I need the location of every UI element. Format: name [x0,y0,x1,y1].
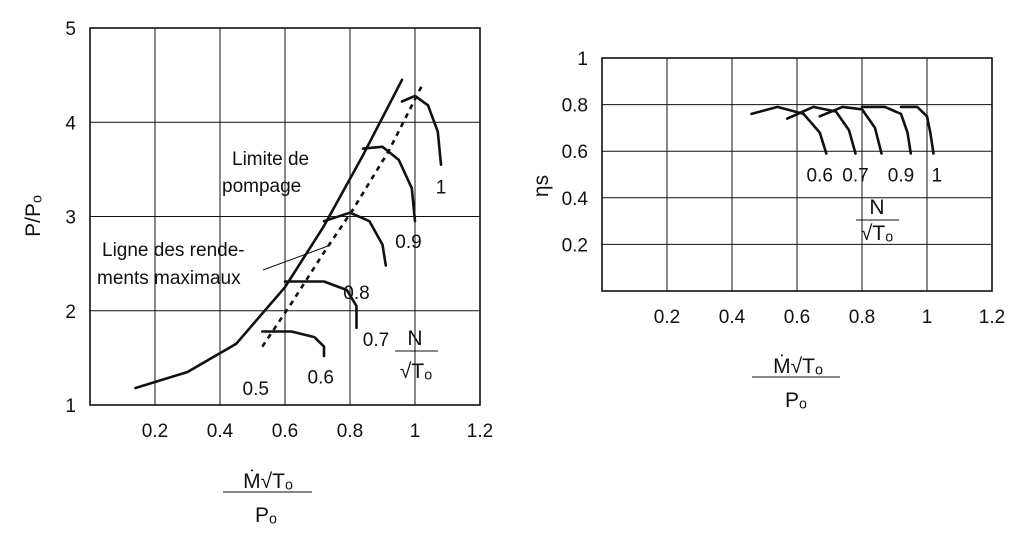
x-tick-label: 0.4 [207,421,234,442]
speed-param-denominator: √Tₒ [400,360,432,383]
curve-label: 1 [436,177,447,198]
x-tick-label: 0.2 [654,307,680,328]
x-tick-label: 0.4 [719,307,746,328]
surge-line [134,78,404,390]
x-tick-label: 0.6 [272,421,298,442]
y-tick-label: 4 [65,113,76,134]
curve-label: 0.5 [243,379,269,400]
speed-line-1 [899,105,935,155]
speed-line-0_9 [860,105,913,155]
grid-lines [602,58,992,291]
speed-lines [134,78,443,390]
y-tick-label: 3 [65,208,76,229]
y-tick-label: 0.6 [562,142,588,163]
max-efficiency-line [261,85,423,348]
x-tick-label: 1.2 [979,307,1005,328]
x-tick-label: 0.8 [849,307,875,328]
speed-line-0_7 [322,211,388,267]
speed-line-0_9 [400,94,443,166]
speed-line-0_5 [261,330,326,358]
speed-line-0_6 [283,280,358,329]
annotation-max-eff-line-1: Ligne des rende- [102,240,245,261]
speed-line-0_6 [750,105,828,155]
speed-line-0_7 [786,105,857,155]
speed-line-0_8 [361,145,417,223]
speed-param-numerator: N [407,327,422,350]
tick-labels: 0.2 0.4 0.6 0.8 1 1.2 1 2 3 4 5 [65,19,493,442]
y-tick-label: 5 [65,19,76,40]
curve-label: 1 [931,166,942,187]
tick-labels: 0.2 0.4 0.6 0.8 1 1.2 0.2 0.4 0.6 0.8 1 [562,49,1006,328]
efficiency-chart: 0.2 0.4 0.6 0.8 1 1.2 0.2 0.4 0.6 0.8 1 0.6 0.7 0.9 1… [530,49,1005,412]
y-axis-label: ηs [530,175,553,197]
speed-line-0_8 [818,105,883,155]
annotation-max-eff-line-2: ments maximaux [97,268,241,289]
speed-lines [750,105,935,155]
curve-label: 0.9 [888,166,914,187]
y-axis-label: P/Pₒ [22,195,45,237]
plot-frame [601,57,993,292]
x-axis-label-numerator: Ṁ√Tₒ [243,470,293,493]
curve-label: 0.7 [363,330,389,351]
annotation-surge-line-1: Limite de [232,149,309,170]
curve-label: 0.6 [807,166,833,187]
curve-labels: 0.6 0.7 0.9 1 [807,166,943,187]
annotation-surge-line-2: pompage [222,176,301,197]
x-tick-label: 1 [922,307,933,328]
plot-frame [89,27,481,406]
y-tick-label: 0.2 [562,235,588,256]
y-tick-label: 1 [577,49,588,70]
x-tick-label: 0.6 [784,307,810,328]
x-axis-label-numerator: Ṁ√Tₒ [773,355,823,378]
y-tick-label: 0.8 [562,96,588,117]
x-tick-label: 0.8 [337,421,363,442]
x-tick-label: 1 [410,421,421,442]
curve-label: 0.7 [842,166,868,187]
y-tick-label: 0.4 [562,189,589,210]
speed-param-denominator: √Tₒ [861,222,893,245]
curve-label: 0.6 [308,368,334,389]
x-axis-label-denominator: Pₒ [785,389,807,412]
x-tick-label: 1.2 [467,421,493,442]
curve-label: 0.8 [343,283,369,304]
y-tick-label: 2 [65,302,76,323]
curve-labels: 0.5 0.6 0.7 0.8 0.9 1 [243,177,447,400]
curve-label: 0.9 [395,232,421,253]
x-axis-label-denominator: Pₒ [255,504,277,527]
x-tick-label: 0.2 [142,421,168,442]
speed-param-numerator: N [869,196,884,219]
annotation-leader-max-eff [262,245,329,271]
y-tick-label: 1 [65,396,76,417]
